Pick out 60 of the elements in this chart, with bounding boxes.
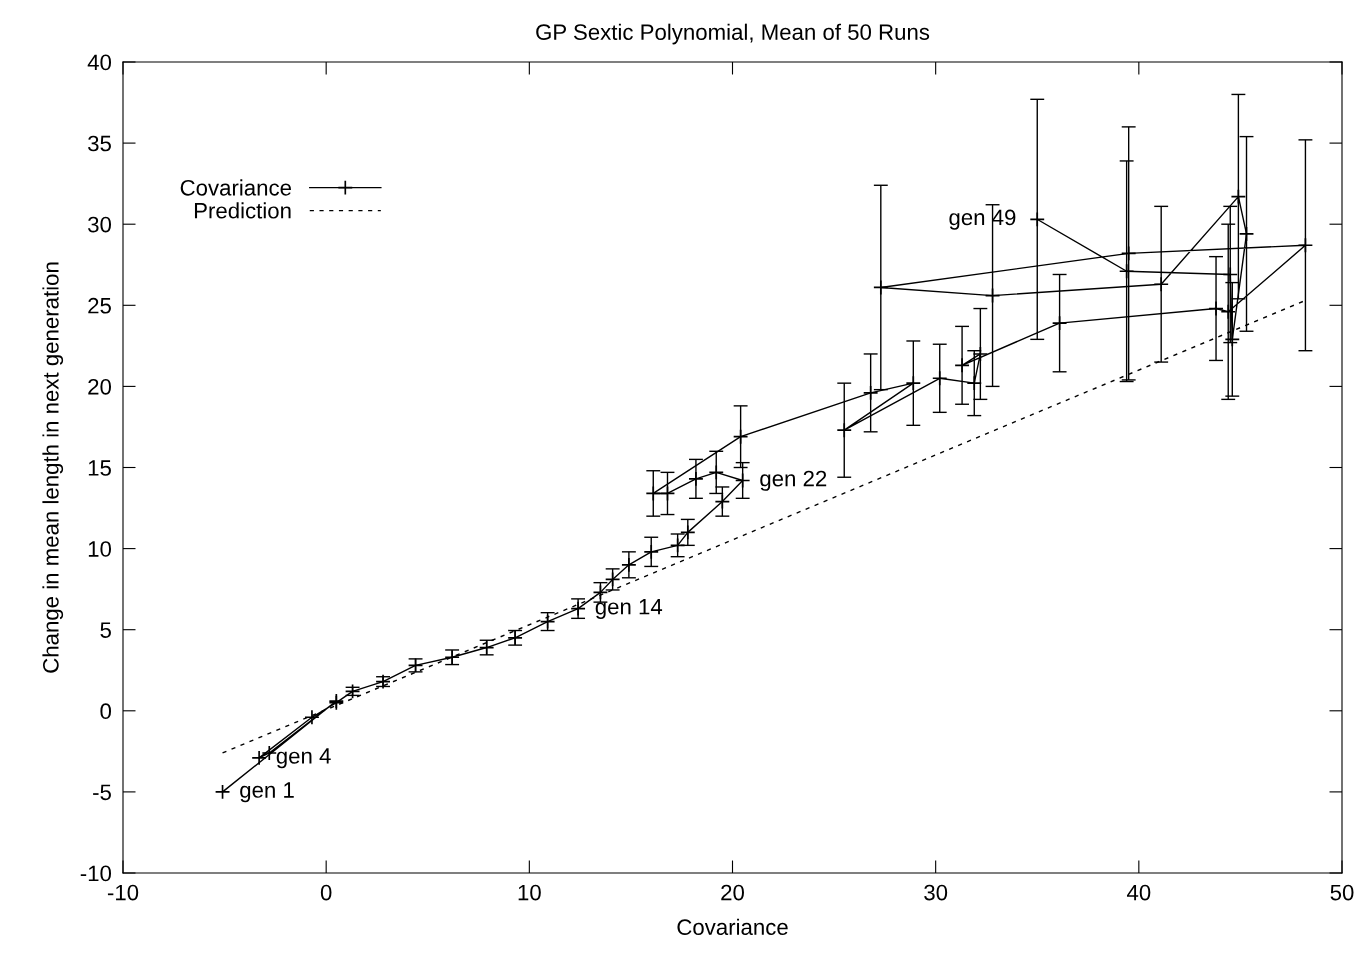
point: [836, 422, 853, 438]
point: [1120, 245, 1137, 262]
point: [966, 375, 983, 391]
x-tick-label: 50: [1330, 884, 1354, 901]
y-axis-title: Change in mean length in next generation: [42, 262, 64, 673]
point: [732, 428, 749, 445]
y-tick-label: 40: [87, 54, 112, 71]
point: [1297, 237, 1314, 254]
point: [734, 472, 751, 489]
point: [1224, 331, 1241, 348]
chart-title: GP Sextic Polynomial, Mean of 50 Runs: [536, 23, 930, 45]
point: [1220, 304, 1237, 320]
y-tick-label: 0: [100, 703, 112, 720]
point: [645, 485, 662, 502]
legend-label: Covariance: [180, 179, 291, 196]
point: [905, 375, 922, 391]
y-tick-label: 5: [100, 622, 111, 638]
annotation: gen 22: [760, 470, 827, 491]
point: [659, 485, 676, 502]
y-tick-label: -10: [80, 865, 112, 882]
point: [1230, 188, 1247, 205]
point: [862, 385, 879, 401]
annotation: gen 1: [240, 782, 294, 803]
point: [1222, 266, 1239, 283]
y-tick-label: 35: [88, 135, 111, 152]
y-tick-label: -5: [93, 784, 111, 801]
point: [1153, 276, 1169, 292]
point: [873, 279, 889, 296]
point: [1238, 226, 1255, 242]
legend-label: Prediction: [194, 202, 291, 219]
x-tick-label: 10: [518, 884, 541, 901]
point: [931, 370, 948, 387]
point: [1208, 300, 1224, 317]
annotation: gen 49: [949, 209, 1016, 230]
x-axis-title: Covariance: [677, 918, 788, 936]
y-tick-label: 15: [88, 460, 111, 476]
x-tick-label: 20: [721, 884, 744, 901]
point: [1029, 211, 1046, 228]
point: [261, 745, 278, 761]
y-tick-label: 25: [88, 297, 111, 314]
point: [984, 287, 1001, 304]
point: [669, 537, 686, 554]
point: [688, 471, 704, 487]
point: [1118, 263, 1135, 280]
x-tick-label: 40: [1126, 884, 1151, 901]
point: [251, 750, 267, 766]
x-tick-label: 0: [320, 884, 332, 901]
point: [1051, 315, 1068, 331]
y-tick-label: 30: [88, 216, 112, 233]
annotation: gen 14: [595, 599, 663, 619]
y-tick-label: 20: [88, 378, 112, 395]
point: [214, 784, 231, 800]
point: [304, 709, 320, 726]
x-tick-label: 30: [924, 884, 948, 901]
point: [708, 464, 725, 481]
point: [621, 557, 637, 573]
y-tick-label: 10: [88, 541, 112, 557]
annotation: gen 4: [276, 748, 331, 769]
point: [954, 357, 970, 374]
point: [643, 544, 660, 560]
